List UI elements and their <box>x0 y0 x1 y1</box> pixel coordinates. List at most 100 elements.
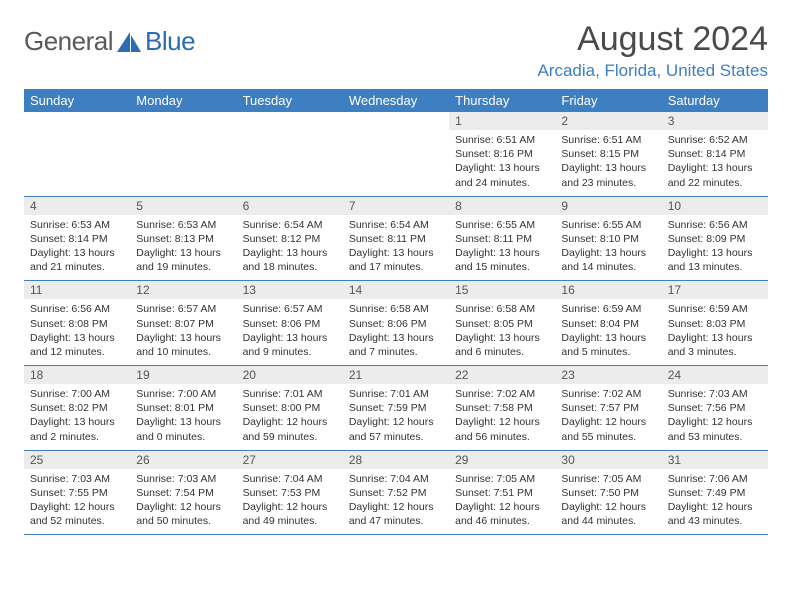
calendar-day-cell: 18Sunrise: 7:00 AMSunset: 8:02 PMDayligh… <box>24 366 130 451</box>
calendar-day-cell: 9Sunrise: 6:55 AMSunset: 8:10 PMDaylight… <box>555 196 661 281</box>
day-number: 2 <box>555 112 661 130</box>
calendar-day-cell <box>130 112 236 196</box>
day-details: Sunrise: 6:51 AMSunset: 8:15 PMDaylight:… <box>555 130 661 196</box>
day-number: 20 <box>237 366 343 384</box>
weekday-header: Tuesday <box>237 89 343 112</box>
day-number: 31 <box>662 451 768 469</box>
day-details: Sunrise: 6:54 AMSunset: 8:11 PMDaylight:… <box>343 215 449 281</box>
calendar-day-cell: 16Sunrise: 6:59 AMSunset: 8:04 PMDayligh… <box>555 281 661 366</box>
day-number: 9 <box>555 197 661 215</box>
day-details: Sunrise: 6:58 AMSunset: 8:06 PMDaylight:… <box>343 299 449 365</box>
day-number: 21 <box>343 366 449 384</box>
calendar-day-cell: 3Sunrise: 6:52 AMSunset: 8:14 PMDaylight… <box>662 112 768 196</box>
day-details: Sunrise: 6:58 AMSunset: 8:05 PMDaylight:… <box>449 299 555 365</box>
day-number <box>130 112 236 130</box>
day-number: 7 <box>343 197 449 215</box>
day-number: 23 <box>555 366 661 384</box>
calendar-day-cell: 31Sunrise: 7:06 AMSunset: 7:49 PMDayligh… <box>662 450 768 535</box>
calendar-day-cell: 27Sunrise: 7:04 AMSunset: 7:53 PMDayligh… <box>237 450 343 535</box>
day-details: Sunrise: 7:06 AMSunset: 7:49 PMDaylight:… <box>662 469 768 535</box>
calendar-day-cell: 17Sunrise: 6:59 AMSunset: 8:03 PMDayligh… <box>662 281 768 366</box>
day-number <box>343 112 449 130</box>
weekday-header: Wednesday <box>343 89 449 112</box>
day-details: Sunrise: 7:04 AMSunset: 7:52 PMDaylight:… <box>343 469 449 535</box>
header: General Blue August 2024 Arcadia, Florid… <box>24 20 768 81</box>
calendar-day-cell: 12Sunrise: 6:57 AMSunset: 8:07 PMDayligh… <box>130 281 236 366</box>
calendar-week-row: 11Sunrise: 6:56 AMSunset: 8:08 PMDayligh… <box>24 281 768 366</box>
day-number: 11 <box>24 281 130 299</box>
day-number <box>24 112 130 130</box>
weekday-header-row: SundayMondayTuesdayWednesdayThursdayFrid… <box>24 89 768 112</box>
calendar-week-row: 4Sunrise: 6:53 AMSunset: 8:14 PMDaylight… <box>24 196 768 281</box>
day-details: Sunrise: 7:02 AMSunset: 7:57 PMDaylight:… <box>555 384 661 450</box>
day-number: 28 <box>343 451 449 469</box>
day-number: 29 <box>449 451 555 469</box>
calendar-day-cell: 20Sunrise: 7:01 AMSunset: 8:00 PMDayligh… <box>237 366 343 451</box>
month-title: August 2024 <box>537 20 768 59</box>
day-number: 14 <box>343 281 449 299</box>
calendar-day-cell: 4Sunrise: 6:53 AMSunset: 8:14 PMDaylight… <box>24 196 130 281</box>
day-number: 30 <box>555 451 661 469</box>
day-details: Sunrise: 7:01 AMSunset: 8:00 PMDaylight:… <box>237 384 343 450</box>
calendar-day-cell: 15Sunrise: 6:58 AMSunset: 8:05 PMDayligh… <box>449 281 555 366</box>
weekday-header: Monday <box>130 89 236 112</box>
calendar-day-cell: 7Sunrise: 6:54 AMSunset: 8:11 PMDaylight… <box>343 196 449 281</box>
day-details: Sunrise: 6:57 AMSunset: 8:07 PMDaylight:… <box>130 299 236 365</box>
calendar-day-cell: 19Sunrise: 7:00 AMSunset: 8:01 PMDayligh… <box>130 366 236 451</box>
day-number: 22 <box>449 366 555 384</box>
day-number: 16 <box>555 281 661 299</box>
day-number: 13 <box>237 281 343 299</box>
calendar-day-cell <box>343 112 449 196</box>
day-number: 6 <box>237 197 343 215</box>
weekday-header: Sunday <box>24 89 130 112</box>
day-details: Sunrise: 6:53 AMSunset: 8:14 PMDaylight:… <box>24 215 130 281</box>
calendar-day-cell: 11Sunrise: 6:56 AMSunset: 8:08 PMDayligh… <box>24 281 130 366</box>
logo-text-general: General <box>24 26 113 57</box>
location: Arcadia, Florida, United States <box>537 61 768 81</box>
calendar-day-cell: 5Sunrise: 6:53 AMSunset: 8:13 PMDaylight… <box>130 196 236 281</box>
title-block: August 2024 Arcadia, Florida, United Sta… <box>537 20 768 81</box>
page: General Blue August 2024 Arcadia, Florid… <box>0 0 792 545</box>
weekday-header: Saturday <box>662 89 768 112</box>
calendar-week-row: 25Sunrise: 7:03 AMSunset: 7:55 PMDayligh… <box>24 450 768 535</box>
day-number: 27 <box>237 451 343 469</box>
day-details: Sunrise: 7:03 AMSunset: 7:55 PMDaylight:… <box>24 469 130 535</box>
logo-sail-icon <box>117 32 143 59</box>
weekday-header: Friday <box>555 89 661 112</box>
day-details: Sunrise: 6:52 AMSunset: 8:14 PMDaylight:… <box>662 130 768 196</box>
day-details: Sunrise: 6:59 AMSunset: 8:03 PMDaylight:… <box>662 299 768 365</box>
day-number: 12 <box>130 281 236 299</box>
day-details: Sunrise: 6:55 AMSunset: 8:10 PMDaylight:… <box>555 215 661 281</box>
day-number: 1 <box>449 112 555 130</box>
calendar-day-cell: 22Sunrise: 7:02 AMSunset: 7:58 PMDayligh… <box>449 366 555 451</box>
day-number: 19 <box>130 366 236 384</box>
day-details: Sunrise: 6:56 AMSunset: 8:08 PMDaylight:… <box>24 299 130 365</box>
day-details: Sunrise: 6:56 AMSunset: 8:09 PMDaylight:… <box>662 215 768 281</box>
day-number: 26 <box>130 451 236 469</box>
calendar-day-cell: 13Sunrise: 6:57 AMSunset: 8:06 PMDayligh… <box>237 281 343 366</box>
calendar-day-cell: 21Sunrise: 7:01 AMSunset: 7:59 PMDayligh… <box>343 366 449 451</box>
day-details: Sunrise: 7:05 AMSunset: 7:50 PMDaylight:… <box>555 469 661 535</box>
logo: General Blue <box>24 26 195 57</box>
day-details: Sunrise: 7:00 AMSunset: 8:02 PMDaylight:… <box>24 384 130 450</box>
day-number: 8 <box>449 197 555 215</box>
day-number: 25 <box>24 451 130 469</box>
day-details: Sunrise: 6:53 AMSunset: 8:13 PMDaylight:… <box>130 215 236 281</box>
calendar-day-cell <box>237 112 343 196</box>
day-number: 17 <box>662 281 768 299</box>
calendar-day-cell: 24Sunrise: 7:03 AMSunset: 7:56 PMDayligh… <box>662 366 768 451</box>
day-details: Sunrise: 7:01 AMSunset: 7:59 PMDaylight:… <box>343 384 449 450</box>
logo-text-blue: Blue <box>145 26 195 57</box>
calendar-day-cell: 2Sunrise: 6:51 AMSunset: 8:15 PMDaylight… <box>555 112 661 196</box>
day-details: Sunrise: 7:05 AMSunset: 7:51 PMDaylight:… <box>449 469 555 535</box>
calendar-day-cell: 25Sunrise: 7:03 AMSunset: 7:55 PMDayligh… <box>24 450 130 535</box>
day-details: Sunrise: 7:02 AMSunset: 7:58 PMDaylight:… <box>449 384 555 450</box>
calendar-day-cell: 29Sunrise: 7:05 AMSunset: 7:51 PMDayligh… <box>449 450 555 535</box>
calendar-day-cell <box>24 112 130 196</box>
day-details: Sunrise: 6:59 AMSunset: 8:04 PMDaylight:… <box>555 299 661 365</box>
day-details: Sunrise: 6:54 AMSunset: 8:12 PMDaylight:… <box>237 215 343 281</box>
day-number: 3 <box>662 112 768 130</box>
day-number: 5 <box>130 197 236 215</box>
day-details: Sunrise: 6:57 AMSunset: 8:06 PMDaylight:… <box>237 299 343 365</box>
day-details: Sunrise: 7:04 AMSunset: 7:53 PMDaylight:… <box>237 469 343 535</box>
